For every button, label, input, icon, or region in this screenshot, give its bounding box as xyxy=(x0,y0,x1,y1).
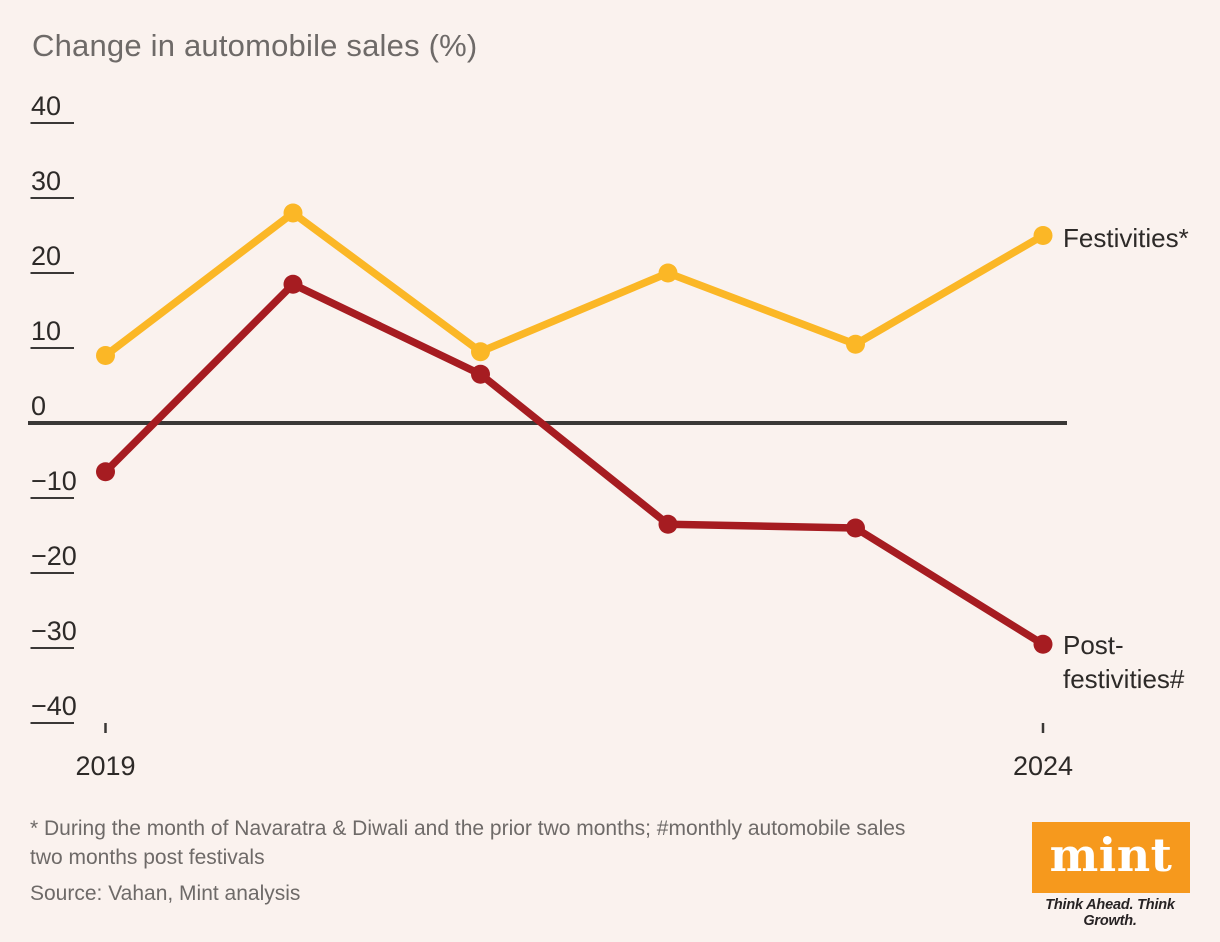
mint-logo-tagline: Think Ahead. Think Growth. xyxy=(1045,897,1175,929)
data-point-post-festivities xyxy=(471,364,490,384)
data-point-festivities xyxy=(283,203,303,223)
data-point-festivities xyxy=(658,263,678,283)
footnote-line1: * During the month of Navaratra & Diwali… xyxy=(30,817,906,840)
series-label-post-festivities: Post- festivities# xyxy=(1063,628,1184,696)
series-line-festivities xyxy=(101,209,1047,360)
y-axis-label: −30 xyxy=(31,616,77,646)
y-axis-label: 0 xyxy=(31,391,46,421)
mint-logo-wordmark: mint xyxy=(1032,822,1190,893)
y-axis-label: 20 xyxy=(31,241,61,271)
series-label-post-line2: festivities# xyxy=(1063,664,1185,694)
data-point-festivities xyxy=(471,342,490,362)
series-label-post-line1: Post- xyxy=(1063,630,1124,660)
data-point-festivities xyxy=(1033,226,1053,245)
data-point-post-festivities xyxy=(1033,634,1053,654)
data-point-festivities xyxy=(96,346,115,365)
y-axis-label: −20 xyxy=(31,541,77,571)
series-line-post-festivities xyxy=(101,280,1047,648)
x-axis-label: 2019 xyxy=(75,751,135,781)
y-axis-label: 40 xyxy=(31,91,61,121)
footnote-line2: two months post festivals xyxy=(30,846,265,869)
footnote: * During the month of Navaratra & Diwali… xyxy=(30,814,1020,872)
data-point-post-festivities xyxy=(96,462,115,482)
y-axis-label: −40 xyxy=(31,691,77,721)
source-line: Source: Vahan, Mint analysis xyxy=(30,882,301,905)
chart-title: Change in automobile sales (%) xyxy=(32,28,478,63)
y-axis-label: −10 xyxy=(31,466,77,496)
data-point-post-festivities xyxy=(846,518,865,538)
data-point-post-festivities xyxy=(658,514,678,534)
x-axis-label: 2024 xyxy=(1013,751,1073,781)
data-point-post-festivities xyxy=(283,274,303,294)
data-point-festivities xyxy=(846,334,865,354)
y-axis-label: 30 xyxy=(31,166,61,196)
y-axis-label: 10 xyxy=(31,316,61,346)
series-label-festivities: Festivities* xyxy=(1063,223,1189,253)
